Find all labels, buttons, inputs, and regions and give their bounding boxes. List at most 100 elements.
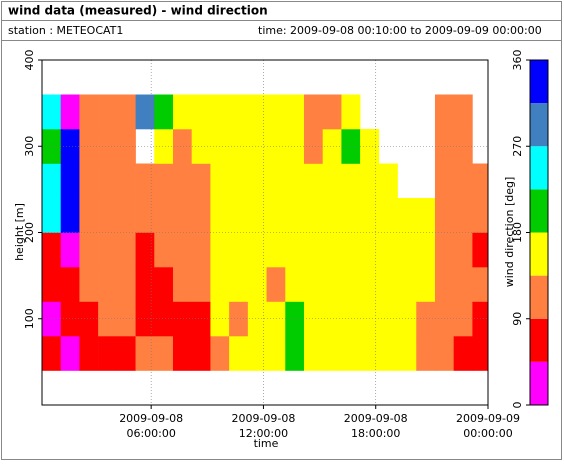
cell bbox=[416, 336, 436, 371]
cell bbox=[285, 163, 305, 199]
cell bbox=[154, 163, 174, 199]
cell bbox=[360, 198, 380, 233]
cell bbox=[434, 163, 454, 199]
cell bbox=[453, 267, 473, 302]
cell bbox=[247, 267, 267, 302]
cell bbox=[154, 336, 174, 371]
cell bbox=[154, 301, 174, 337]
plot-border bbox=[41, 59, 489, 406]
cell bbox=[154, 198, 174, 233]
cell bbox=[322, 267, 342, 302]
cell bbox=[135, 232, 155, 268]
cell bbox=[135, 198, 155, 233]
cell bbox=[154, 267, 174, 302]
cell bbox=[98, 94, 118, 130]
colorbar-tick-label: 270 bbox=[511, 136, 524, 157]
cell bbox=[98, 198, 118, 233]
cell bbox=[79, 232, 99, 268]
cell bbox=[98, 267, 118, 302]
cell bbox=[229, 94, 249, 130]
colorbar-segment bbox=[530, 232, 548, 276]
cell bbox=[285, 198, 305, 233]
colorbar-segment bbox=[530, 361, 548, 405]
cell bbox=[360, 232, 380, 268]
cell bbox=[266, 232, 286, 268]
cell bbox=[42, 94, 62, 130]
cell bbox=[303, 129, 323, 164]
cell bbox=[229, 232, 249, 268]
colorbar-segment bbox=[530, 275, 548, 319]
cell bbox=[360, 163, 380, 199]
cell bbox=[266, 267, 286, 302]
cell bbox=[60, 163, 80, 199]
cell bbox=[322, 163, 342, 199]
cell bbox=[154, 129, 174, 164]
cell bbox=[303, 336, 323, 371]
cell bbox=[98, 163, 118, 199]
cell bbox=[341, 198, 361, 233]
cell bbox=[434, 198, 454, 233]
cell bbox=[79, 336, 99, 371]
cell bbox=[172, 232, 193, 268]
x-axis-label: time bbox=[254, 437, 279, 450]
time-range: time: 2009-09-08 00:10:00 to 2009-09-09 … bbox=[258, 24, 542, 37]
cell bbox=[472, 336, 488, 371]
cell bbox=[378, 163, 398, 199]
cell bbox=[247, 94, 267, 130]
cell bbox=[60, 232, 80, 268]
cell bbox=[210, 94, 230, 130]
cell bbox=[303, 267, 323, 302]
cell bbox=[98, 129, 118, 164]
cell bbox=[266, 163, 286, 199]
cell bbox=[472, 163, 488, 199]
cell bbox=[360, 267, 380, 302]
cell bbox=[210, 163, 230, 199]
colorbar-segment bbox=[530, 318, 548, 362]
cell bbox=[191, 163, 211, 199]
cell bbox=[116, 267, 136, 302]
cell bbox=[191, 267, 211, 302]
cell bbox=[60, 198, 80, 233]
cell bbox=[229, 129, 249, 164]
cell bbox=[210, 267, 230, 302]
cell bbox=[303, 94, 323, 130]
cell bbox=[247, 301, 267, 337]
x-tick-label: 2009-09-08 18:00:00 bbox=[344, 412, 408, 440]
cell bbox=[341, 267, 361, 302]
station: station : METEOCAT1 bbox=[8, 24, 123, 37]
cell bbox=[322, 198, 342, 233]
y-axis-label: height [m] bbox=[13, 203, 26, 261]
colorbar-segment bbox=[530, 189, 548, 233]
cell bbox=[472, 198, 488, 233]
cell bbox=[322, 336, 342, 371]
y-tick-label: 100 bbox=[23, 308, 36, 329]
colorbar-tick-label: 0 bbox=[511, 402, 524, 409]
cell bbox=[341, 163, 361, 199]
cell bbox=[60, 301, 80, 337]
cell bbox=[191, 232, 211, 268]
cell bbox=[116, 232, 136, 268]
cell bbox=[135, 301, 155, 337]
cell bbox=[229, 301, 249, 337]
cell bbox=[210, 198, 230, 233]
cell bbox=[303, 301, 323, 337]
cell bbox=[341, 94, 361, 130]
cell bbox=[416, 267, 436, 302]
cell bbox=[303, 163, 323, 199]
cell bbox=[266, 198, 286, 233]
cell bbox=[79, 301, 99, 337]
cell bbox=[135, 336, 155, 371]
cell bbox=[42, 336, 62, 371]
cell bbox=[472, 267, 488, 302]
cell bbox=[229, 198, 249, 233]
cell bbox=[397, 198, 417, 233]
cell bbox=[453, 94, 473, 130]
cell bbox=[434, 232, 454, 268]
cell bbox=[453, 336, 473, 371]
cell bbox=[434, 336, 454, 371]
x-tick-label: 2009-09-08 06:00:00 bbox=[119, 412, 183, 440]
cell bbox=[210, 232, 230, 268]
cell bbox=[397, 301, 417, 337]
cell bbox=[247, 198, 267, 233]
